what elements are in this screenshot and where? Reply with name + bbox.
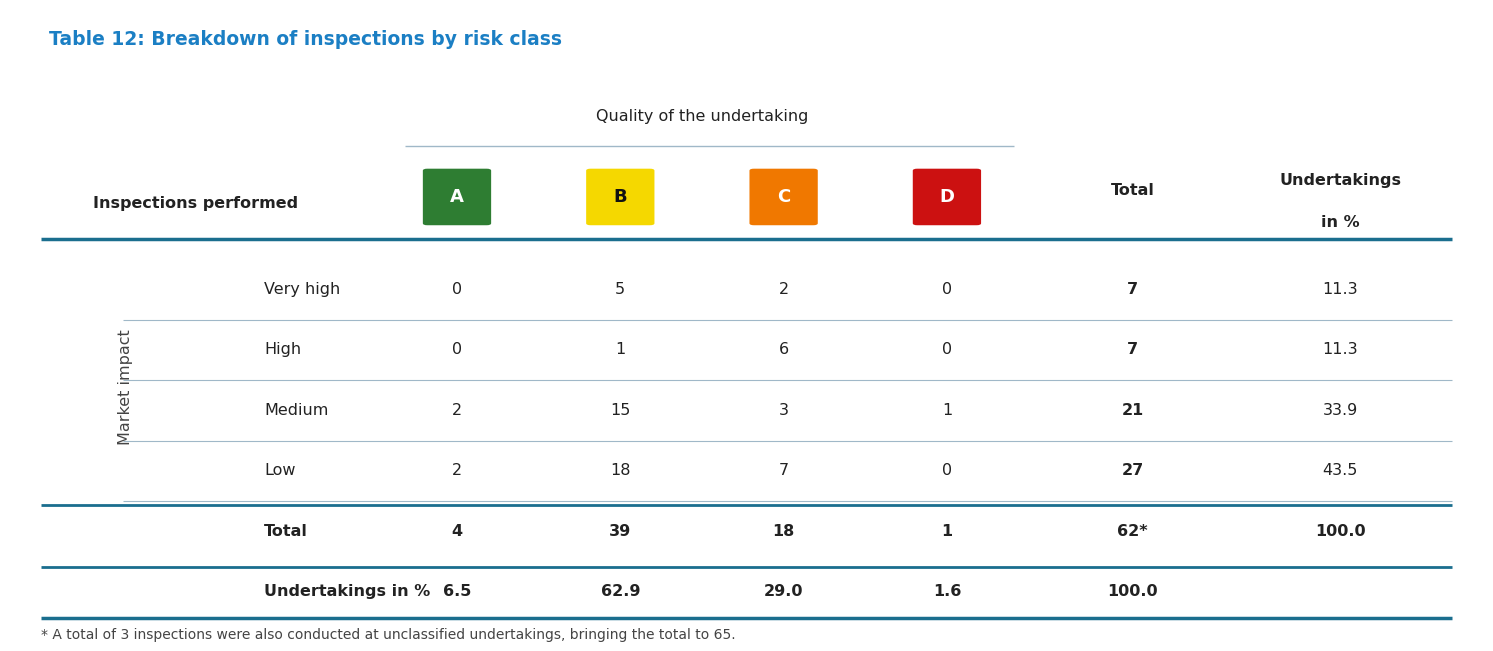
Text: 100.0: 100.0 — [1108, 584, 1159, 599]
Text: 6.5: 6.5 — [443, 584, 472, 599]
Text: Total: Total — [264, 523, 308, 538]
Text: 0: 0 — [942, 342, 953, 357]
Text: 0: 0 — [452, 342, 461, 357]
Text: Very high: Very high — [264, 282, 340, 297]
Text: Market impact: Market impact — [118, 329, 133, 445]
Text: A: A — [449, 188, 464, 206]
Text: Undertakings: Undertakings — [1280, 173, 1402, 188]
Text: 3: 3 — [779, 403, 788, 418]
Text: Table 12: Breakdown of inspections by risk class: Table 12: Breakdown of inspections by ri… — [49, 30, 561, 49]
Text: in %: in % — [1321, 215, 1360, 230]
Text: 11.3: 11.3 — [1323, 282, 1359, 297]
Text: 4: 4 — [451, 523, 463, 538]
Text: 18: 18 — [611, 464, 630, 478]
Text: Total: Total — [1111, 183, 1154, 198]
Text: 2: 2 — [452, 464, 461, 478]
Text: Quality of the undertaking: Quality of the undertaking — [596, 109, 808, 124]
Text: Undertakings in %: Undertakings in % — [264, 584, 430, 599]
Text: Inspections performed: Inspections performed — [93, 196, 299, 211]
Text: D: D — [939, 188, 954, 206]
Text: 2: 2 — [778, 282, 788, 297]
Text: 5: 5 — [615, 282, 626, 297]
Text: 21: 21 — [1121, 403, 1144, 418]
Text: 11.3: 11.3 — [1323, 342, 1359, 357]
FancyBboxPatch shape — [423, 169, 491, 225]
FancyBboxPatch shape — [912, 169, 981, 225]
Text: 7: 7 — [1127, 282, 1138, 297]
Text: 1: 1 — [615, 342, 626, 357]
Text: 1: 1 — [942, 523, 953, 538]
Text: C: C — [776, 188, 790, 206]
Text: * A total of 3 inspections were also conducted at unclassified undertakings, bri: * A total of 3 inspections were also con… — [42, 628, 736, 643]
Text: 43.5: 43.5 — [1323, 464, 1359, 478]
Text: 18: 18 — [772, 523, 794, 538]
Text: 100.0: 100.0 — [1315, 523, 1366, 538]
Text: B: B — [614, 188, 627, 206]
Text: 1.6: 1.6 — [933, 584, 961, 599]
Text: 2: 2 — [452, 403, 461, 418]
Text: 1: 1 — [942, 403, 953, 418]
FancyBboxPatch shape — [749, 169, 818, 225]
Text: 27: 27 — [1121, 464, 1144, 478]
Text: 7: 7 — [778, 464, 788, 478]
FancyBboxPatch shape — [587, 169, 654, 225]
Text: Medium: Medium — [264, 403, 328, 418]
Text: 0: 0 — [942, 464, 953, 478]
Text: 0: 0 — [942, 282, 953, 297]
Text: High: High — [264, 342, 302, 357]
Text: 33.9: 33.9 — [1323, 403, 1359, 418]
Text: 62.9: 62.9 — [600, 584, 640, 599]
Text: 6: 6 — [778, 342, 788, 357]
Text: 0: 0 — [452, 282, 461, 297]
Text: 7: 7 — [1127, 342, 1138, 357]
Text: Low: Low — [264, 464, 296, 478]
Text: 29.0: 29.0 — [764, 584, 803, 599]
Text: 39: 39 — [609, 523, 632, 538]
Text: 15: 15 — [611, 403, 630, 418]
Text: 62*: 62* — [1117, 523, 1148, 538]
